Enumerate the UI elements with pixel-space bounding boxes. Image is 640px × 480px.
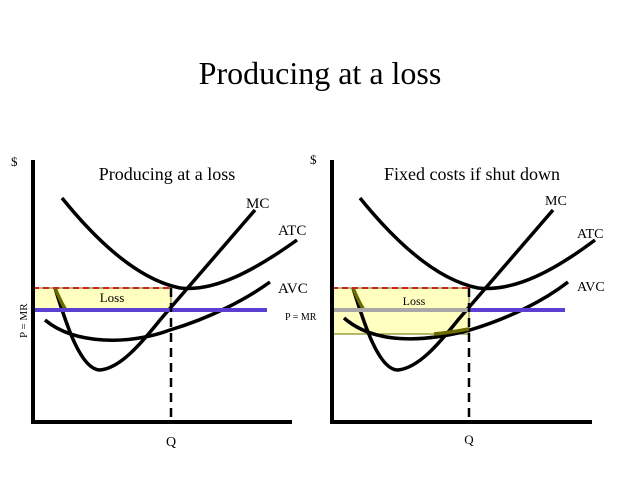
mc-curve: [53, 208, 257, 372]
avc-curve-overlay: [433, 327, 470, 336]
avc-curve: [342, 280, 570, 341]
loss-label: Loss: [403, 294, 426, 308]
panel-title: Producing at a loss: [99, 164, 236, 184]
price-label: P = MR: [18, 303, 30, 338]
mc-label: MC: [246, 196, 269, 212]
panel-title: Fixed costs if shut down: [384, 164, 560, 184]
x-axis-label: Q: [464, 432, 474, 447]
price-label: P = MR: [285, 312, 317, 323]
panel-left: Loss $ Producing at a loss MC ATC AVC P …: [11, 154, 308, 450]
mc-curve: [351, 208, 555, 372]
panel-right: Loss $ Fixed costs if shut down MC ATC A…: [285, 152, 605, 447]
x-axis-label: Q: [166, 435, 176, 450]
avc-curve: [43, 280, 272, 342]
y-axis-label: $: [11, 154, 18, 169]
avc-label: AVC: [278, 281, 308, 297]
slide-title: Producing at a loss: [198, 55, 442, 91]
atc-curve: [358, 196, 597, 291]
y-axis-label: $: [310, 152, 317, 167]
mc-label: MC: [545, 194, 567, 209]
atc-label: ATC: [278, 223, 306, 239]
atc-curve: [60, 196, 299, 291]
avc-label: AVC: [577, 280, 605, 295]
atc-label: ATC: [577, 227, 603, 242]
loss-label: Loss: [100, 290, 125, 305]
